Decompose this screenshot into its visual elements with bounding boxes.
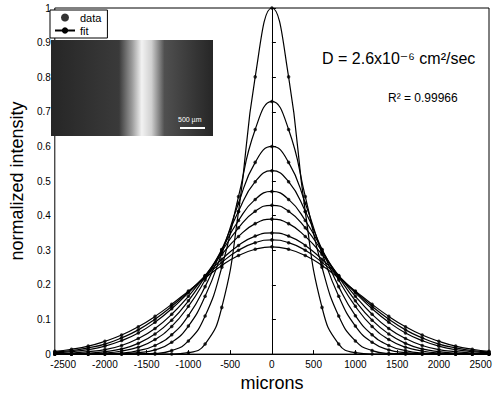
svg-text:2500: 2500: [470, 359, 493, 370]
svg-text:-500: -500: [220, 359, 240, 370]
svg-text:1500: 1500: [386, 359, 409, 370]
svg-text:-2500: -2500: [50, 359, 76, 370]
svg-text:0.2: 0.2: [37, 279, 51, 290]
svg-text:fit: fit: [80, 25, 89, 37]
svg-text:-1500: -1500: [134, 359, 160, 370]
svg-text:R² = 0.99966: R² = 0.99966: [388, 91, 458, 105]
svg-text:-1000: -1000: [176, 359, 202, 370]
svg-text:0.6: 0.6: [37, 141, 51, 152]
svg-text:1: 1: [45, 2, 51, 14]
svg-text:0.5: 0.5: [37, 176, 51, 187]
svg-text:500: 500: [305, 359, 322, 370]
svg-text:0.4: 0.4: [37, 210, 51, 221]
svg-text:2000: 2000: [428, 359, 451, 370]
svg-text:1000: 1000: [344, 359, 367, 370]
svg-text:0.7: 0.7: [37, 106, 51, 117]
svg-text:0: 0: [45, 348, 51, 360]
svg-text:data: data: [80, 12, 102, 24]
svg-text:0.8: 0.8: [37, 72, 51, 83]
svg-text:normalized intensity: normalized intensity: [7, 102, 27, 261]
svg-text:0.1: 0.1: [37, 314, 51, 325]
svg-text:0.3: 0.3: [37, 245, 51, 256]
svg-text:D = 2.6x10⁻⁶ cm²/sec: D = 2.6x10⁻⁶ cm²/sec: [322, 50, 475, 67]
svg-text:500 µm: 500 µm: [178, 116, 202, 124]
svg-text:0.9: 0.9: [37, 37, 51, 48]
svg-text:microns: microns: [240, 373, 303, 393]
svg-text:-2000: -2000: [92, 359, 118, 370]
svg-text:0: 0: [269, 359, 275, 370]
